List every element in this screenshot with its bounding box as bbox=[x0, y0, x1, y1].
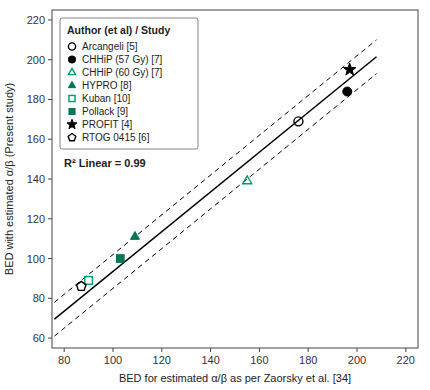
legend-title: Author (et al) / Study bbox=[67, 24, 170, 36]
point bbox=[85, 277, 93, 285]
legend-frame bbox=[60, 18, 198, 149]
y-tick-label: 160 bbox=[27, 133, 45, 145]
ticks: 80 100 120 140 160 180 200 220 60 80 100 120 140 160 1… bbox=[27, 14, 415, 366]
legend: Author (et al) / Study Arcangeli [5] CHHiP… bbox=[60, 18, 198, 149]
x-tick bbox=[113, 348, 114, 352]
x-tick-label: 180 bbox=[299, 354, 317, 366]
y-tick bbox=[48, 19, 52, 20]
y-tick bbox=[48, 99, 52, 100]
lines bbox=[54, 40, 376, 336]
x-tick bbox=[210, 348, 211, 352]
legend-marker bbox=[68, 81, 75, 87]
y-tick bbox=[48, 338, 52, 339]
legend-label: CHHiP (60 Gy) [7] bbox=[82, 67, 163, 78]
point bbox=[343, 63, 355, 75]
legend-label: HYPRO [8] bbox=[82, 80, 132, 91]
ci-line bbox=[54, 74, 376, 336]
y-tick bbox=[48, 139, 52, 140]
y-axis-label: BED with estimated α/β (Present study) bbox=[3, 83, 15, 275]
legend-label: RTOG 0415 [6] bbox=[82, 132, 150, 143]
y-tick bbox=[48, 298, 52, 299]
y-tick-label: 120 bbox=[27, 213, 45, 225]
y-tick-label: 220 bbox=[27, 14, 45, 26]
x-tick-label: 140 bbox=[201, 354, 219, 366]
legend-label: PROFIT [4] bbox=[82, 119, 133, 130]
ci-line bbox=[54, 40, 376, 302]
point bbox=[116, 255, 124, 263]
y-tick-label: 100 bbox=[27, 253, 45, 265]
y-tick bbox=[48, 59, 52, 60]
legend-marker bbox=[69, 95, 75, 101]
x-tick bbox=[64, 348, 65, 352]
point bbox=[243, 176, 252, 184]
plot-frame bbox=[52, 10, 418, 348]
x-tick bbox=[405, 348, 406, 352]
chart: 80 100 120 140 160 180 200 220 60 80 100 120 140 160 1… bbox=[0, 0, 430, 390]
y-tick bbox=[48, 218, 52, 219]
legend-label: Kuban [10] bbox=[82, 93, 131, 104]
legend-label: Arcangeli [5] bbox=[82, 41, 138, 52]
legend-marker bbox=[68, 134, 76, 141]
point bbox=[294, 117, 303, 126]
legend-marker bbox=[68, 56, 75, 63]
legend-label: Pollack [9] bbox=[82, 106, 128, 117]
points bbox=[77, 63, 356, 290]
point bbox=[77, 281, 86, 290]
x-tick-label: 100 bbox=[104, 354, 122, 366]
x-tick-label: 200 bbox=[348, 354, 366, 366]
marks bbox=[54, 40, 376, 336]
x-tick bbox=[308, 348, 309, 352]
x-tick bbox=[357, 348, 358, 352]
y-tick-label: 80 bbox=[33, 292, 45, 304]
annotation: R² Linear = 0.99 bbox=[64, 157, 146, 169]
legend-marker bbox=[68, 43, 75, 50]
point bbox=[130, 231, 139, 239]
legend-marker bbox=[69, 108, 75, 114]
fit-line bbox=[54, 57, 376, 319]
y-tick bbox=[48, 258, 52, 259]
y-tick-label: 60 bbox=[33, 332, 45, 344]
point bbox=[343, 87, 352, 96]
legend-marker bbox=[67, 119, 77, 128]
y-tick-label: 180 bbox=[27, 93, 45, 105]
x-tick-label: 160 bbox=[250, 354, 268, 366]
x-tick-label: 120 bbox=[153, 354, 171, 366]
legend-marker bbox=[68, 68, 75, 74]
x-tick bbox=[259, 348, 260, 352]
x-tick-label: 220 bbox=[397, 354, 415, 366]
x-axis-label: BED for estimated α/β as per Zaorsky et … bbox=[119, 372, 351, 384]
legend-label: CHHiP (57 Gy) [7] bbox=[82, 54, 163, 65]
x-tick-label: 80 bbox=[58, 354, 70, 366]
x-tick bbox=[161, 348, 162, 352]
y-tick-label: 200 bbox=[27, 54, 45, 66]
y-tick-label: 140 bbox=[27, 173, 45, 185]
y-tick bbox=[48, 179, 52, 180]
